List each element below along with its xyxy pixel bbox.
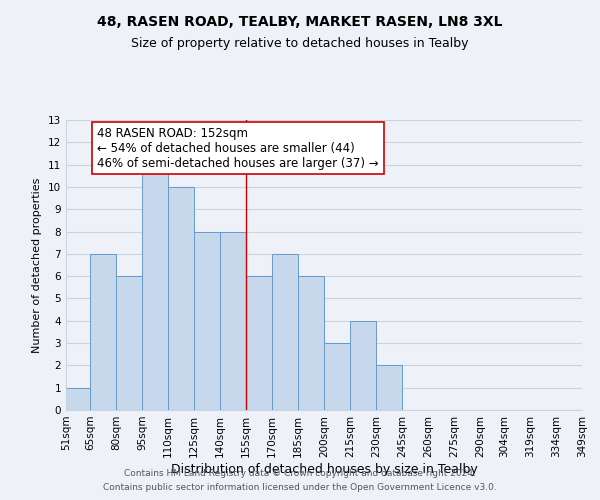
Y-axis label: Number of detached properties: Number of detached properties <box>32 178 43 352</box>
Text: Contains HM Land Registry data © Crown copyright and database right 2024.: Contains HM Land Registry data © Crown c… <box>124 468 476 477</box>
Bar <box>66 388 90 410</box>
Bar <box>220 232 246 410</box>
Text: Contains public sector information licensed under the Open Government Licence v3: Contains public sector information licen… <box>103 484 497 492</box>
Bar <box>246 276 272 410</box>
Bar <box>142 164 168 410</box>
Bar <box>116 276 142 410</box>
X-axis label: Distribution of detached houses by size in Tealby: Distribution of detached houses by size … <box>170 462 478 475</box>
Bar <box>324 343 350 410</box>
Text: Size of property relative to detached houses in Tealby: Size of property relative to detached ho… <box>131 38 469 51</box>
Bar <box>272 254 298 410</box>
Bar <box>168 187 194 410</box>
Bar <box>350 321 376 410</box>
Bar <box>194 232 220 410</box>
Bar <box>376 366 402 410</box>
Bar <box>298 276 324 410</box>
Bar <box>90 254 116 410</box>
Text: 48, RASEN ROAD, TEALBY, MARKET RASEN, LN8 3XL: 48, RASEN ROAD, TEALBY, MARKET RASEN, LN… <box>97 15 503 29</box>
Text: 48 RASEN ROAD: 152sqm
← 54% of detached houses are smaller (44)
46% of semi-deta: 48 RASEN ROAD: 152sqm ← 54% of detached … <box>97 126 379 170</box>
